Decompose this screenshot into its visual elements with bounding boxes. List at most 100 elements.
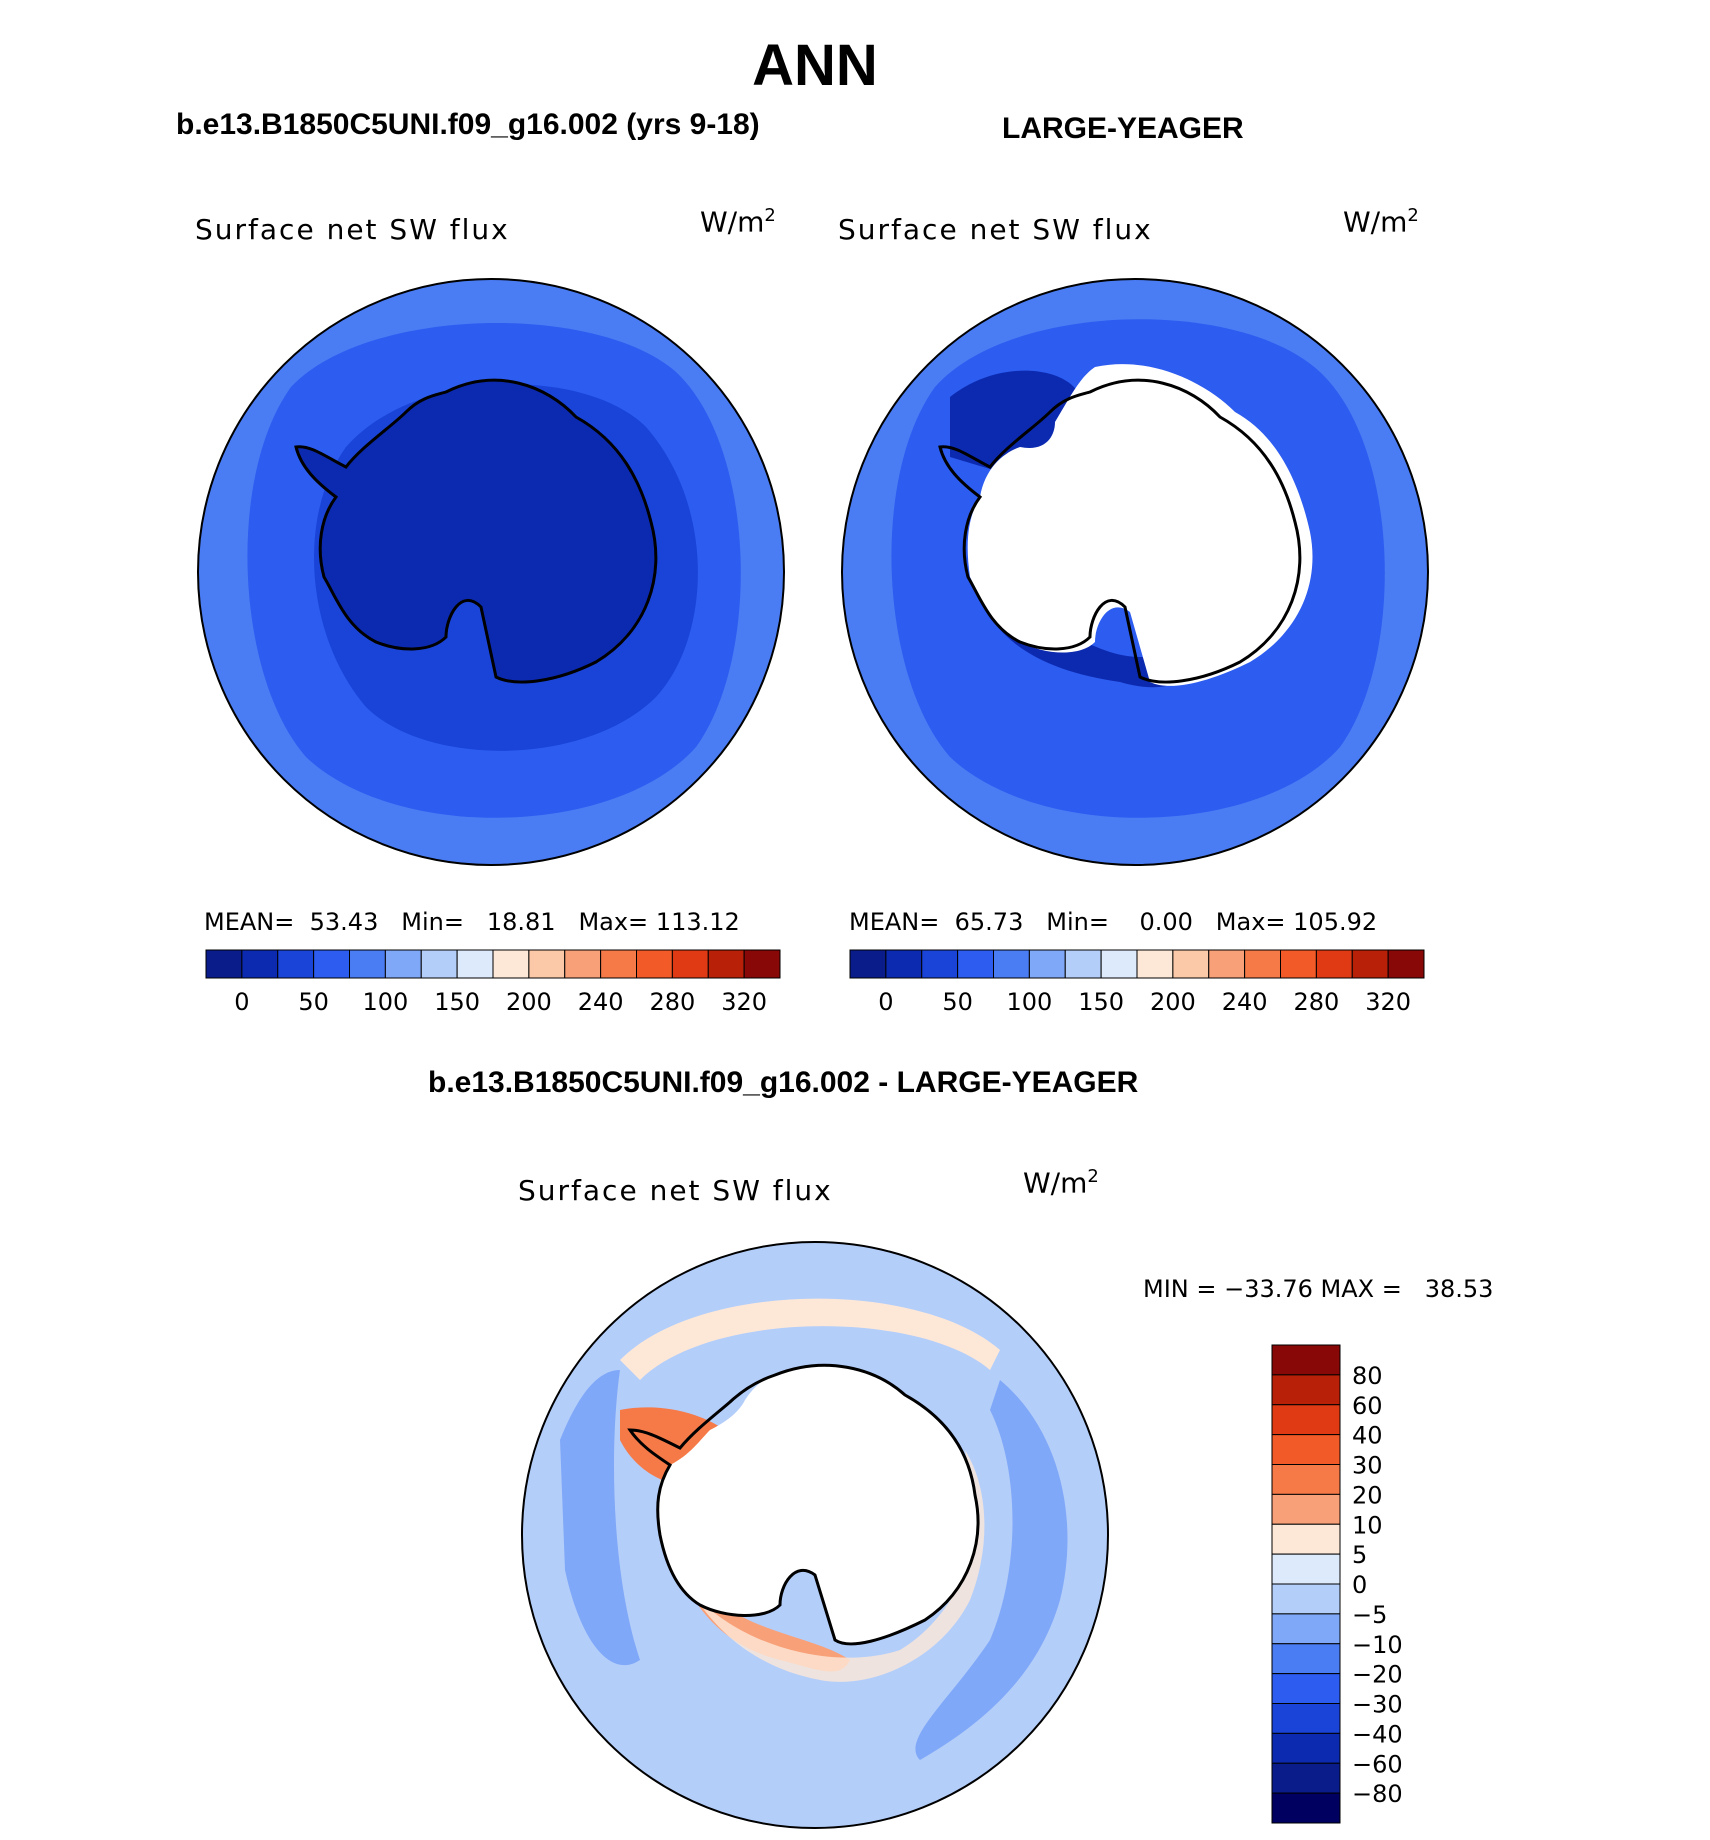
model-colorbar-swatch [313,949,350,979]
diff-colorbar-swatch [1271,1583,1341,1615]
diff-colorbar-swatch [1271,1523,1341,1555]
diff-colorbar-tick-label: −30 [1352,1691,1403,1719]
obs-colorbar-tick-label: 150 [1078,988,1124,1016]
diff-colorbar-swatch [1271,1344,1341,1376]
obs-colorbar-swatch [885,949,923,979]
obs-polar-map [841,278,1429,866]
diff-colorbar-tick-label: 20 [1352,1481,1383,1509]
model-colorbar-swatch [671,949,709,979]
diff-colorbar-tick-label: 0 [1352,1571,1367,1599]
obs-colorbar-swatch [993,949,1030,979]
diff-colorbar-swatch [1271,1493,1341,1525]
obs-colorbar-swatch [1387,949,1425,979]
obs-colorbar-swatch [1315,949,1353,979]
diff-colorbar-tick-label: 40 [1352,1422,1383,1450]
diff-colorbar-swatch [1271,1613,1341,1645]
diff-colorbar-swatch [1271,1434,1341,1465]
obs-colorbar-tick-label: 240 [1222,988,1268,1016]
model-polar-map [197,278,785,866]
obs-colorbar-tick-label: 100 [1006,988,1052,1016]
obs-unit-label: W/m2 [1343,205,1419,239]
model-colorbar-swatch [205,949,243,979]
model-colorbar-tick-label: 200 [506,988,552,1016]
case2-title: LARGE-YEAGER [1002,112,1244,145]
model-stats: MEAN= 53.43 Min= 18.81 Max= 113.12 [204,908,740,936]
obs-variable-label: Surface net SW flux [838,213,1153,246]
obs-colorbar-swatch [1351,949,1389,979]
model-colorbar-tick-label: 240 [578,988,624,1016]
diff-minmax: MIN = −33.76 MAX = 38.53 [1143,1275,1494,1303]
diff-colorbar-tick-label: 80 [1352,1362,1383,1390]
diff-colorbar-swatch [1271,1673,1341,1704]
diff-colorbar-tick-label: −10 [1352,1631,1403,1659]
model-colorbar-swatch [384,949,422,979]
model-colorbar-tick-label: 320 [721,988,767,1016]
diff-colorbar-swatch [1271,1792,1341,1824]
diff-mid-blue-east [915,1380,1068,1760]
model-colorbar-tick-label: 280 [649,988,695,1016]
obs-colorbar-swatch [1136,949,1174,979]
model-colorbar-swatch [564,949,602,979]
model-colorbar-swatch [743,949,781,979]
diff-colorbar-swatch [1271,1703,1341,1734]
obs-colorbar-swatch [1244,949,1281,979]
obs-colorbar-swatch [1028,949,1066,979]
diff-pale-band [620,1298,1000,1380]
diff-unit-label: W/m2 [1023,1166,1099,1200]
obs-colorbar-tick-label: 50 [942,988,973,1016]
diff-colorbar-swatch [1271,1762,1341,1794]
diff-colorbar-tick-label: 60 [1352,1392,1383,1420]
obs-colorbar-swatch [1064,949,1102,979]
diff-colorbar-swatch [1271,1464,1341,1495]
obs-colorbar-swatch [921,949,959,979]
season-title: ANN [752,33,878,98]
diff-variable-label: Surface net SW flux [518,1174,833,1207]
diff-mid-blue-west [560,1370,640,1666]
obs-colorbar-tick-label: 200 [1150,988,1196,1016]
model-colorbar-swatch [600,949,637,979]
diff-colorbar-tick-label: −5 [1352,1601,1387,1629]
obs-continent-outline [938,378,1302,684]
model-colorbar-tick-label: 150 [434,988,480,1016]
obs-colorbar-swatch [1208,949,1246,979]
model-continent [294,378,658,684]
model-colorbar-swatch [528,949,566,979]
diff-colorbar-swatch [1271,1643,1341,1675]
diff-colorbar-tick-label: −80 [1352,1780,1403,1808]
diff-polar-map [521,1241,1109,1829]
diff-colorbar-tick-label: −20 [1352,1661,1403,1689]
model-colorbar-swatch [241,949,279,979]
model-colorbar-swatch [636,949,673,979]
obs-colorbar-swatch [957,949,994,979]
obs-colorbar-swatch [1280,949,1317,979]
diff-colorbar-swatch [1271,1732,1341,1764]
diff-colorbar-tick-label: 5 [1352,1541,1367,1569]
model-colorbar-tick-label: 100 [362,988,408,1016]
model-colorbar-swatch [277,949,315,979]
model-colorbar-swatch [456,949,494,979]
model-colorbar-swatch [420,949,458,979]
model-colorbar-swatch [707,949,745,979]
model-colorbar-tick-label: 50 [298,988,329,1016]
obs-colorbar-swatch [1172,949,1210,979]
diff-colorbar-swatch [1271,1553,1341,1585]
model-variable-label: Surface net SW flux [195,213,510,246]
model-colorbar: 0 50 100 150 200 240 280 320 [205,949,781,1016]
diff-colorbar-tick-label: −40 [1352,1720,1403,1748]
obs-masked-ice [967,364,1313,686]
case1-title: b.e13.B1850C5UNI.f09_g16.002 (yrs 9-18) [176,108,760,141]
diff-continent-outline [627,1363,980,1646]
model-unit-label: W/m2 [700,205,776,239]
diff-colorbar-swatch [1271,1404,1341,1436]
obs-colorbar: 0 50 100 150 200 240 280 320 [849,949,1425,1016]
model-colorbar-swatch [492,949,530,979]
diff-colorbar-tick-label: 10 [1352,1511,1383,1539]
obs-colorbar-swatch [1100,949,1138,979]
obs-stats: MEAN= 65.73 Min= 0.00 Max= 105.92 [849,908,1378,936]
difference-title: b.e13.B1850C5UNI.f09_g16.002 - LARGE-YEA… [428,1066,1139,1099]
diff-masked-land [657,1365,978,1644]
diff-colorbar-tick-label: −60 [1352,1750,1403,1778]
diff-colorbar-swatch [1271,1374,1341,1406]
obs-colorbar-tick-label: 280 [1293,988,1339,1016]
obs-colorbar-swatch [849,949,887,979]
